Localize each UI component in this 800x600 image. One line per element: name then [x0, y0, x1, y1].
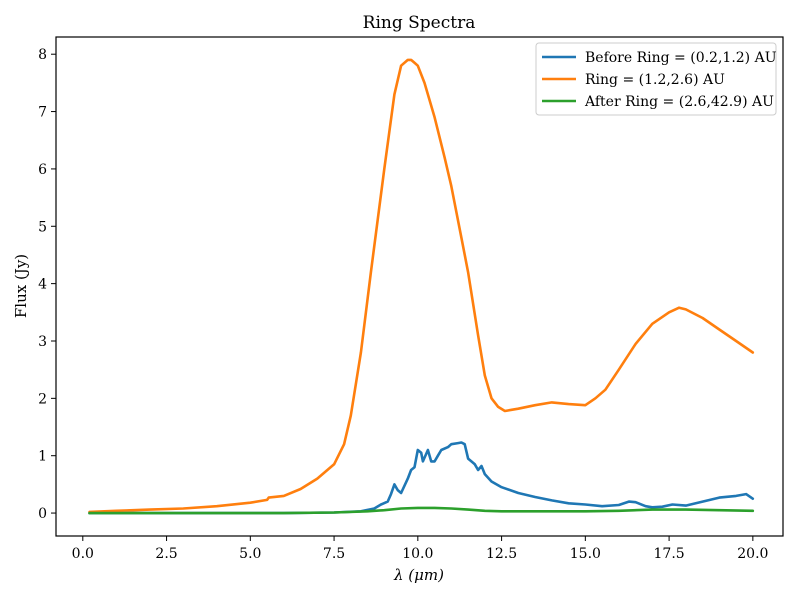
- x-axis-label: λ (μm): [393, 566, 444, 584]
- y-tick-label: 3: [38, 334, 47, 350]
- plot-area: [88, 58, 755, 515]
- x-tick-label: 7.5: [323, 546, 345, 562]
- series-line-1: [88, 441, 755, 515]
- legend-box: [535, 42, 777, 116]
- x-tick-label: 5.0: [239, 546, 261, 562]
- axes-frame: [55, 36, 784, 537]
- x-tick-label: 2.5: [155, 546, 177, 562]
- legend: Before Ring = (0.2,1.2) AU Ring = (1.2,2.…: [535, 42, 777, 116]
- legend-label-1: Before Ring = (0.2,1.2) AU: [585, 50, 777, 66]
- y-tick-label: 1: [38, 449, 47, 465]
- legend-label-3: After Ring = (2.6,42.9) AU: [584, 94, 774, 110]
- axes: 0.0 2.5 5.0 7.5 10.0 12.5 15.0 17.5 20.0 0 1 2 3 4 5 6 7…: [38, 36, 784, 562]
- x-tick-label: 0.0: [72, 546, 94, 562]
- y-tick-label: 4: [38, 277, 47, 293]
- y-tick-label: 6: [38, 162, 47, 178]
- y-tick-label: 2: [38, 391, 47, 407]
- legend-label-2: Ring = (1.2,2.6) AU: [585, 72, 725, 88]
- x-tick-label: 15.0: [570, 546, 601, 562]
- x-tick-label: 12.5: [486, 546, 517, 562]
- series-line-3: [88, 506, 755, 515]
- chart-title: Ring Spectra: [363, 13, 476, 33]
- y-tick-label: 5: [38, 219, 47, 235]
- x-tick-label: 20.0: [737, 546, 768, 562]
- y-tick-label: 0: [38, 506, 47, 522]
- y-tick-label: 7: [38, 105, 47, 121]
- x-tick-label: 17.5: [654, 546, 685, 562]
- y-axis-label: Flux (Jy): [12, 254, 30, 318]
- y-tick-label: 8: [38, 47, 47, 63]
- x-tick-label: 10.0: [402, 546, 433, 562]
- series-line-2: [88, 58, 755, 514]
